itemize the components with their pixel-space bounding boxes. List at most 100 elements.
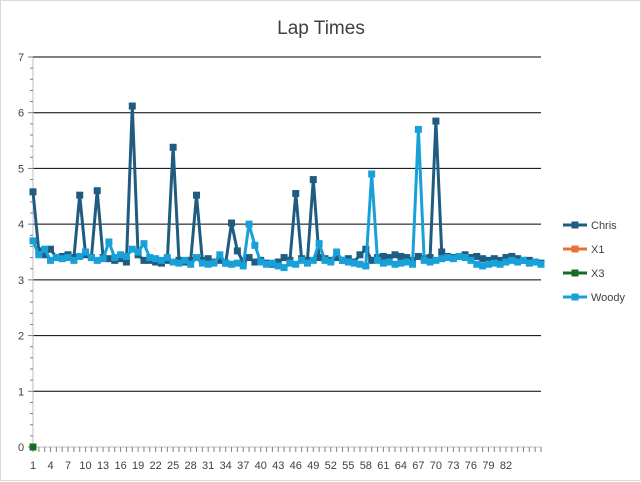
data-point-chris (484, 256, 492, 264)
data-point-chris (187, 256, 195, 264)
data-point-woody (41, 245, 49, 253)
data-point-chris (93, 187, 101, 195)
data-point-woody (251, 241, 259, 249)
data-point-woody (210, 259, 218, 267)
data-point-chris (192, 191, 200, 199)
data-point-woody (432, 256, 440, 264)
data-point-chris (385, 254, 393, 262)
data-point-woody (484, 260, 492, 268)
data-point-woody (152, 255, 160, 263)
data-point-woody (338, 256, 346, 264)
x-tick-label: 79 (482, 460, 494, 472)
data-point-woody (257, 258, 265, 266)
data-point-woody (385, 258, 393, 266)
data-point-woody (233, 259, 241, 267)
data-point-woody (525, 259, 533, 267)
data-point-woody (76, 252, 84, 260)
data-point-woody (496, 260, 504, 268)
data-point-woody (204, 260, 212, 268)
x-tick-label: 1 (30, 460, 36, 472)
data-point-chris (490, 255, 498, 263)
x-tick-label: 61 (377, 460, 389, 472)
data-point-woody (181, 256, 189, 264)
x-tick-label: 34 (220, 460, 232, 472)
x-tick-label: 52 (325, 460, 337, 472)
data-point-woody (473, 260, 481, 268)
data-point-woody (70, 256, 78, 264)
data-point-chris (397, 252, 405, 260)
data-point-woody (490, 259, 498, 267)
data-point-woody (58, 255, 66, 263)
data-point-woody (280, 264, 288, 272)
data-point-woody (140, 240, 148, 248)
data-point-woody (391, 260, 399, 268)
x-tick-label: 40 (255, 460, 267, 472)
data-point-woody (187, 260, 195, 268)
data-point-woody (128, 245, 136, 253)
x-tick-label: 16 (114, 460, 126, 472)
legend-marker-woody (571, 293, 579, 301)
data-point-woody (163, 254, 171, 262)
data-point-woody (105, 238, 113, 246)
data-point-woody (216, 251, 224, 259)
data-point-woody (426, 258, 434, 266)
legend-label-x3: X3 (591, 268, 604, 280)
data-point-woody (344, 258, 352, 266)
series-line-woody (31, 127, 542, 270)
data-point-chris (315, 254, 323, 262)
data-point-woody (444, 254, 452, 262)
data-point-woody (531, 258, 539, 266)
data-point-woody (274, 262, 282, 270)
data-point-woody (169, 258, 177, 266)
x-tick-label: 82 (500, 460, 512, 472)
data-point-woody (409, 260, 417, 268)
data-point-woody (198, 259, 206, 267)
data-point-woody (117, 251, 125, 259)
x-tick-label: 22 (149, 460, 161, 472)
data-point-chris (391, 251, 399, 259)
data-point-woody (397, 259, 405, 267)
data-point-woody (82, 248, 90, 256)
data-point-woody (99, 255, 107, 263)
data-point-chris (473, 252, 481, 260)
data-point-woody (175, 259, 183, 267)
data-point-woody (350, 259, 358, 267)
data-point-woody (374, 256, 382, 264)
x-tick-label: 73 (447, 460, 459, 472)
x-tick-label: 46 (290, 460, 302, 472)
data-point-woody (146, 254, 154, 262)
data-point-woody (403, 258, 411, 266)
data-point-woody (93, 256, 101, 264)
data-point-woody (239, 262, 247, 270)
x-tick-label: 55 (342, 460, 354, 472)
data-point-woody (449, 255, 457, 263)
data-point-chris (432, 117, 440, 125)
y-tick-label: 0 (18, 442, 24, 454)
y-tick-label: 2 (18, 331, 24, 343)
x-tick-label: 25 (167, 460, 179, 472)
x-tick-label: 58 (360, 460, 372, 472)
data-point-woody (537, 260, 545, 268)
x-tick-label: 67 (412, 460, 424, 472)
data-point-woody (420, 256, 428, 264)
data-point-woody (52, 254, 60, 262)
x-tick-label: 10 (79, 460, 91, 472)
data-point-chris (379, 252, 387, 260)
y-tick-label: 5 (18, 163, 24, 175)
data-point-x3 (29, 443, 37, 451)
data-point-woody (321, 256, 329, 264)
data-point-woody (111, 254, 119, 262)
data-point-chris (414, 252, 422, 260)
data-point-chris (169, 143, 177, 151)
data-point-chris (508, 252, 516, 260)
y-tick-label: 7 (18, 52, 24, 64)
x-tick-label: 64 (395, 460, 407, 472)
data-point-chris (438, 248, 446, 256)
legend-marker-chris (571, 221, 579, 229)
legend-marker-x1 (571, 245, 579, 253)
data-point-woody (192, 254, 200, 262)
data-point-woody (455, 252, 463, 260)
data-point-woody (263, 260, 271, 268)
data-point-chris (309, 176, 317, 184)
